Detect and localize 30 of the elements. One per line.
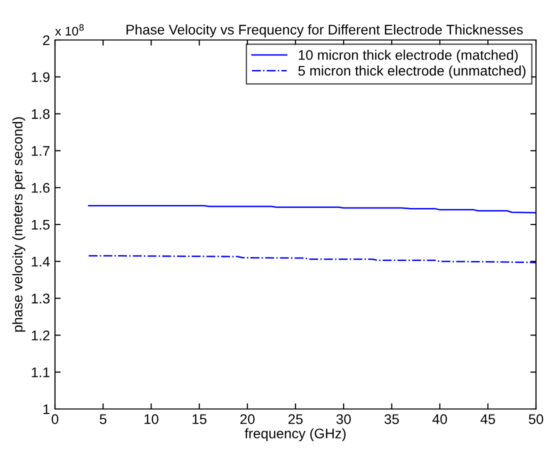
x-tick-label: 5 [100, 414, 106, 424]
x-tick-label: 20 [240, 414, 255, 424]
chart-title: Phase Velocity vs Frequency for Different Electrode Thicknesses [126, 24, 523, 38]
y-tick-label: 1.7 [32, 146, 50, 156]
x-tick-label: 15 [192, 414, 206, 424]
legend-label: 10 micron thick electrode (matched) [298, 50, 518, 63]
y-tick-label: 1.1 [32, 368, 50, 378]
line-series [88, 204, 536, 214]
y-tick-label: 1.6 [32, 182, 50, 193]
y-tick-label: 1 [43, 404, 50, 414]
text: x 10$^{8}$ [55, 24, 84, 36]
x-tick-label: 35 [384, 414, 399, 424]
y-tick-label: 1.5 [32, 220, 50, 230]
y-tick-label: 1.2 [32, 330, 50, 340]
x-tick-label: 30 [336, 414, 351, 424]
y-tick-label: 2 [43, 35, 50, 46]
x-tick-label: 45 [480, 414, 496, 424]
legend-label: 5 micron thick electrode (unmatched) [298, 65, 526, 78]
x-tick-label: 50 [528, 414, 544, 424]
y-axis-title: phase velocity (meters per second) [12, 117, 26, 332]
y-tick-label: 1.3 [32, 294, 50, 304]
line-series [88, 255, 536, 264]
y-tick-label: 1.4 [32, 256, 50, 266]
y-tick-label: 1.8 [32, 109, 50, 119]
y-tick-label: 1.9 [32, 72, 50, 82]
x-tick-label: 10 [144, 414, 158, 424]
x-tick-label: 25 [288, 414, 303, 424]
x-axis-title: frequency (GHz) [244, 428, 346, 442]
x-tick-label: 0 [52, 414, 58, 424]
x-tick-label: 40 [432, 414, 447, 424]
